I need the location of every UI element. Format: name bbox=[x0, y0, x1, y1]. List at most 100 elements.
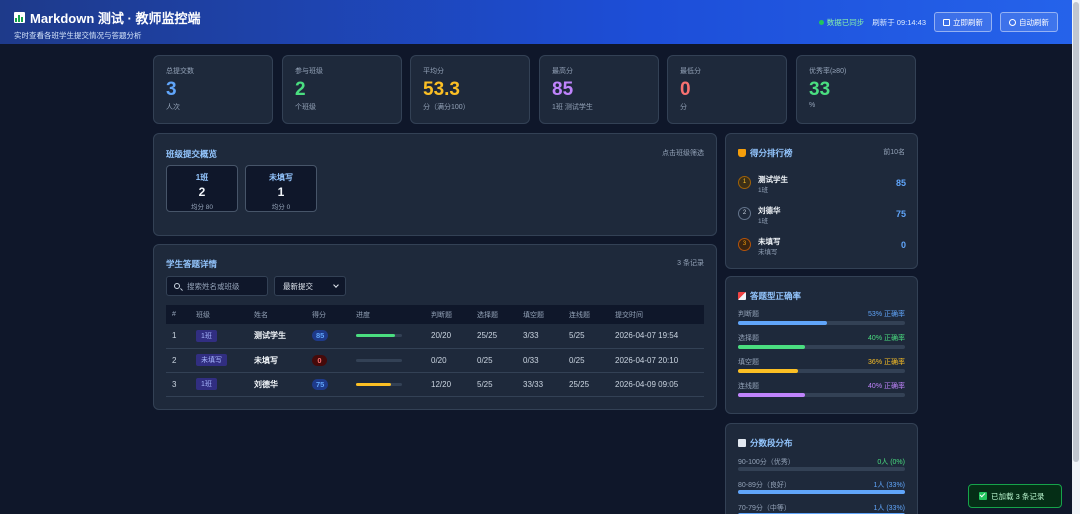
accuracy-bar-fill bbox=[738, 369, 799, 373]
row-time: 2026-04-07 19:54 bbox=[609, 324, 704, 349]
ranking-title: 得分排行榜 bbox=[738, 147, 793, 159]
ranking-score: 85 bbox=[895, 178, 906, 188]
medal-icon: 2 bbox=[738, 207, 751, 220]
table-header-cell[interactable]: 选择题 bbox=[471, 305, 517, 324]
row-fill: 3/33 bbox=[517, 324, 563, 349]
class-box-avg: 均分 0 bbox=[271, 204, 291, 211]
ranking-item[interactable]: 2 刘德华 1班 75 bbox=[738, 203, 906, 229]
row-match: 0/25 bbox=[563, 348, 609, 373]
distribution-bar bbox=[738, 490, 905, 494]
stat-unit: 1班 测试学生 bbox=[552, 104, 593, 111]
ranking-class: 1班 bbox=[758, 218, 769, 225]
details-title: 学生答题详情 bbox=[166, 259, 218, 269]
refresh-icon bbox=[943, 18, 950, 26]
row-name: 测试学生 bbox=[248, 324, 306, 349]
ranking-name: 未填写 bbox=[758, 237, 781, 246]
ranking-card: 得分排行榜 前10名 1 测试学生 1班 85 2 刘德华 1班 75 3 未填写 未填写 0 bbox=[725, 133, 918, 269]
row-fill: 0/33 bbox=[517, 348, 563, 373]
stat-label: 参与班级 bbox=[295, 68, 323, 75]
accuracy-bar bbox=[738, 345, 905, 349]
class-box[interactable]: 1班 2 均分 80 bbox=[166, 165, 238, 212]
row-time: 2026-04-09 09:05 bbox=[609, 372, 704, 397]
table-header-cell[interactable]: 姓名 bbox=[248, 305, 306, 324]
table-header-cell[interactable]: 填空题 bbox=[517, 305, 563, 324]
accuracy-bar-fill bbox=[738, 321, 827, 325]
accuracy-row: 填空题 36% 正确率 bbox=[738, 357, 905, 381]
ranking-title-text: 得分排行榜 bbox=[750, 148, 793, 158]
refresh-now-button[interactable]: 立即刷新 bbox=[934, 12, 992, 32]
stat-value: 53.3 bbox=[423, 79, 460, 100]
table-header-cell[interactable]: 进度 bbox=[350, 305, 425, 324]
table-row[interactable]: 3 1班 刘德华 75 12/20 5/25 33/33 25/25 2026-04-09 09… bbox=[166, 372, 704, 397]
table-body: 1 1班 测试学生 85 20/20 25/25 3/33 5/25 2026-04-07 19… bbox=[166, 324, 704, 397]
distribution-row: 80-89分（良好） 1人 (33%) bbox=[738, 480, 905, 504]
row-choice: 0/25 bbox=[471, 348, 517, 373]
score-badge: 0 bbox=[312, 354, 327, 366]
ranking-item[interactable]: 1 测试学生 1班 85 bbox=[738, 172, 906, 198]
class-overview-title: 班级提交概览 bbox=[166, 149, 218, 159]
stat-value: 85 bbox=[552, 79, 574, 100]
table-header-cell[interactable]: # bbox=[166, 305, 190, 324]
accuracy-row: 选择题 40% 正确率 bbox=[738, 333, 905, 357]
table-header-cell[interactable]: 提交时间 bbox=[609, 305, 704, 324]
accuracy-label: 选择题 bbox=[738, 335, 759, 342]
accuracy-bar bbox=[738, 393, 905, 397]
accuracy-title: 答题型正确率 bbox=[738, 290, 801, 302]
sort-select[interactable]: 最新提交 bbox=[274, 276, 346, 296]
scrollbar-thumb[interactable] bbox=[1073, 2, 1079, 462]
accuracy-value: 40% 正确率 bbox=[868, 383, 905, 390]
progress-bar bbox=[356, 382, 402, 386]
sync-status-text: 数据已同步 bbox=[826, 17, 865, 27]
table-row[interactable]: 1 1班 测试学生 85 20/20 25/25 3/33 5/25 2026-04-07 19… bbox=[166, 324, 704, 349]
table-header-cell[interactable]: 连线题 bbox=[563, 305, 609, 324]
header-actions: 数据已同步 刷新于 09:14:43 立即刷新 自动刷新 bbox=[818, 12, 1058, 32]
distribution-bar-fill bbox=[738, 490, 905, 494]
class-box-count: 2 bbox=[198, 185, 206, 199]
progress-fill bbox=[356, 382, 391, 386]
accuracy-bar bbox=[738, 321, 905, 325]
accuracy-label: 判断题 bbox=[738, 311, 759, 318]
accuracy-row: 连线题 40% 正确率 bbox=[738, 381, 905, 405]
row-progress-cell bbox=[350, 348, 425, 373]
search-icon bbox=[174, 283, 180, 289]
search-input[interactable] bbox=[166, 276, 268, 296]
page-scrollbar[interactable] bbox=[1072, 0, 1080, 514]
sort-select-value: 最新提交 bbox=[283, 281, 313, 291]
row-judge: 0/20 bbox=[425, 348, 471, 373]
accuracy-label: 连线题 bbox=[738, 383, 759, 390]
row-score-cell: 75 bbox=[306, 372, 350, 397]
row-choice: 5/25 bbox=[471, 372, 517, 397]
row-judge: 20/20 bbox=[425, 324, 471, 349]
toast-text: 已加载 3 条记录 bbox=[991, 491, 1045, 501]
class-tag: 1班 bbox=[196, 378, 217, 390]
check-icon bbox=[979, 492, 987, 500]
accuracy-title-text: 答题型正确率 bbox=[750, 291, 802, 301]
auto-refresh-button[interactable]: 自动刷新 bbox=[1000, 12, 1058, 32]
stat-label: 平均分 bbox=[423, 68, 444, 75]
ranking-hint: 前10名 bbox=[883, 149, 905, 156]
stat-card: 参与班级 2 个班级 bbox=[282, 55, 402, 124]
score-badge: 75 bbox=[312, 378, 329, 390]
chevron-down-icon bbox=[333, 282, 339, 288]
stat-value: 2 bbox=[295, 79, 306, 100]
medal-icon: 3 bbox=[738, 238, 751, 251]
table-header-cell[interactable]: 得分 bbox=[306, 305, 350, 324]
progress-bar bbox=[356, 358, 402, 362]
stat-card: 总提交数 3 人次 bbox=[153, 55, 273, 124]
table-header-cell[interactable]: 判断题 bbox=[425, 305, 471, 324]
table-row[interactable]: 2 未填写 未填写 0 0/20 0/25 0/33 0/25 2026-04-07 20:10 bbox=[166, 348, 704, 373]
distribution-title-text: 分数段分布 bbox=[750, 438, 793, 448]
row-class-cell: 未填写 bbox=[190, 348, 248, 373]
accuracy-label: 填空题 bbox=[738, 359, 759, 366]
stat-label: 最高分 bbox=[552, 68, 573, 75]
row-choice: 25/25 bbox=[471, 324, 517, 349]
stat-unit: % bbox=[809, 102, 816, 109]
class-box[interactable]: 未填写 1 均分 0 bbox=[245, 165, 317, 212]
distribution-title: 分数段分布 bbox=[738, 437, 793, 449]
table-header-cell[interactable]: 班级 bbox=[190, 305, 248, 324]
row-index: 2 bbox=[166, 348, 190, 373]
stat-unit: 分 bbox=[680, 104, 687, 111]
ranking-item[interactable]: 3 未填写 未填写 0 bbox=[738, 234, 906, 260]
table-header-row: # 班级 姓名 得分 进度 判断题 选择题 填空题 连线题 提交时间 bbox=[166, 305, 704, 324]
record-count: 3 条记录 bbox=[677, 260, 704, 267]
